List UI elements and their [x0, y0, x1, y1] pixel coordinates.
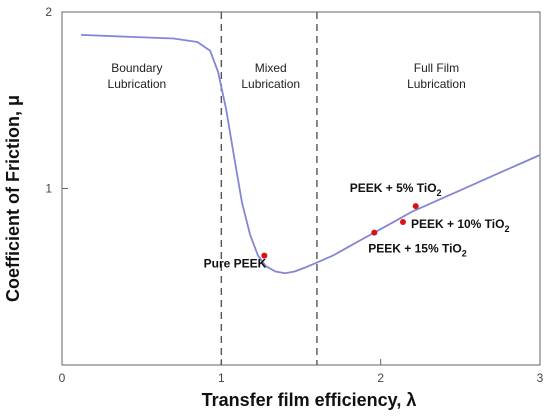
data-point-1 [412, 203, 419, 210]
ann-10-main: PEEK + 10% TiO [411, 217, 505, 231]
annotation-pure-peek: Pure PEEK [204, 257, 267, 271]
annotation-peek-5-tio2: PEEK + 5% TiO2 [350, 181, 442, 198]
region-label-2-line-1: Lubrication [407, 77, 466, 91]
region-label-0-line-0: Boundary [111, 61, 162, 75]
y-axis-label: Coefficient of Friction, μ [3, 95, 23, 302]
data-point-3 [371, 229, 378, 236]
friction-curve [81, 34, 541, 275]
y-tick-label-1: 2 [45, 5, 52, 19]
region-label-2-line-0: Full Film [414, 61, 459, 75]
region-label-0-line-1: Lubrication [108, 77, 167, 91]
x-tick-label-2: 2 [377, 371, 384, 385]
data-point-2 [399, 219, 406, 226]
y-tick-label-0: 1 [45, 182, 52, 196]
region-label-1-line-0: Mixed [255, 61, 287, 75]
x-tick-label-1: 1 [218, 371, 225, 385]
ann-5-subscript: 2 [437, 188, 442, 198]
region-label-1-line-1: Lubrication [241, 77, 300, 91]
plot-area: 0 1 2 3 1 2 Boundary Lubrication Mixed Lubricatio… [45, 5, 543, 385]
x-tick-label-0: 0 [59, 371, 66, 385]
x-axis-label: Transfer film efficiency, λ [202, 390, 417, 410]
ann-15-subscript: 2 [462, 249, 467, 259]
ann-15-main: PEEK + 15% TiO [368, 242, 462, 256]
annotation-peek-15-tio2: PEEK + 15% TiO2 [368, 242, 467, 259]
ann-5-main: PEEK + 5% TiO [350, 181, 437, 195]
x-tick-label-3: 3 [537, 371, 544, 385]
annotation-peek-10-tio2: PEEK + 10% TiO2 [411, 217, 510, 234]
data-point-0 [261, 252, 268, 259]
ann-10-subscript: 2 [504, 224, 509, 234]
